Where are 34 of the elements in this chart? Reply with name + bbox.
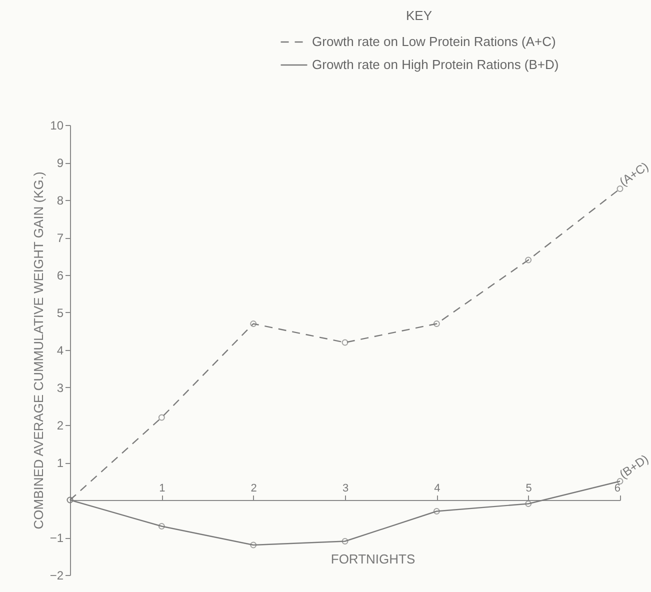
x-tick-label: 2: [250, 482, 257, 494]
y-tick-label: 9: [56, 156, 64, 170]
y-tick-label: 1: [56, 456, 64, 470]
y-tick-label: 7: [56, 231, 64, 245]
x-tick-label: 3: [342, 482, 349, 494]
point: [250, 320, 257, 327]
y-axis-title: COMBINED AVERAGE CUMMULATIVE WEIGHT GAIN (KG.): [30, 172, 46, 530]
legend-label: Growth rate on Low Protein Rations (A+C): [312, 34, 556, 49]
x-axis-title: FORTNIGHTS: [330, 552, 416, 566]
x-tick-label: 1: [159, 482, 166, 494]
y-tick-label: −2: [50, 568, 64, 582]
point: [616, 186, 624, 192]
point: [158, 523, 165, 530]
legend-label: Growth rate on High Protein Rations (B+D): [312, 57, 559, 72]
point: [525, 500, 532, 507]
y-tick-label: 6: [56, 268, 64, 282]
legend-title: KEY: [406, 8, 432, 23]
x-tick-label: 4: [434, 482, 440, 494]
y-tick-label: 10: [50, 118, 64, 132]
y-tick-label: 5: [56, 306, 64, 320]
point: [250, 542, 257, 548]
point: [525, 256, 532, 264]
y-tick-label: 3: [56, 381, 64, 395]
point: [433, 320, 440, 327]
point: [433, 508, 440, 514]
y-tick-label: 2: [56, 418, 64, 432]
point: [342, 538, 348, 544]
y-tick-label: 8: [56, 194, 64, 208]
point: [342, 339, 348, 346]
x-tick-label: 6: [614, 482, 620, 494]
y-tick-label: −1: [50, 531, 64, 545]
x-tick-label: 5: [526, 482, 532, 494]
point: [158, 414, 165, 421]
y-tick-label: 4: [56, 344, 64, 358]
